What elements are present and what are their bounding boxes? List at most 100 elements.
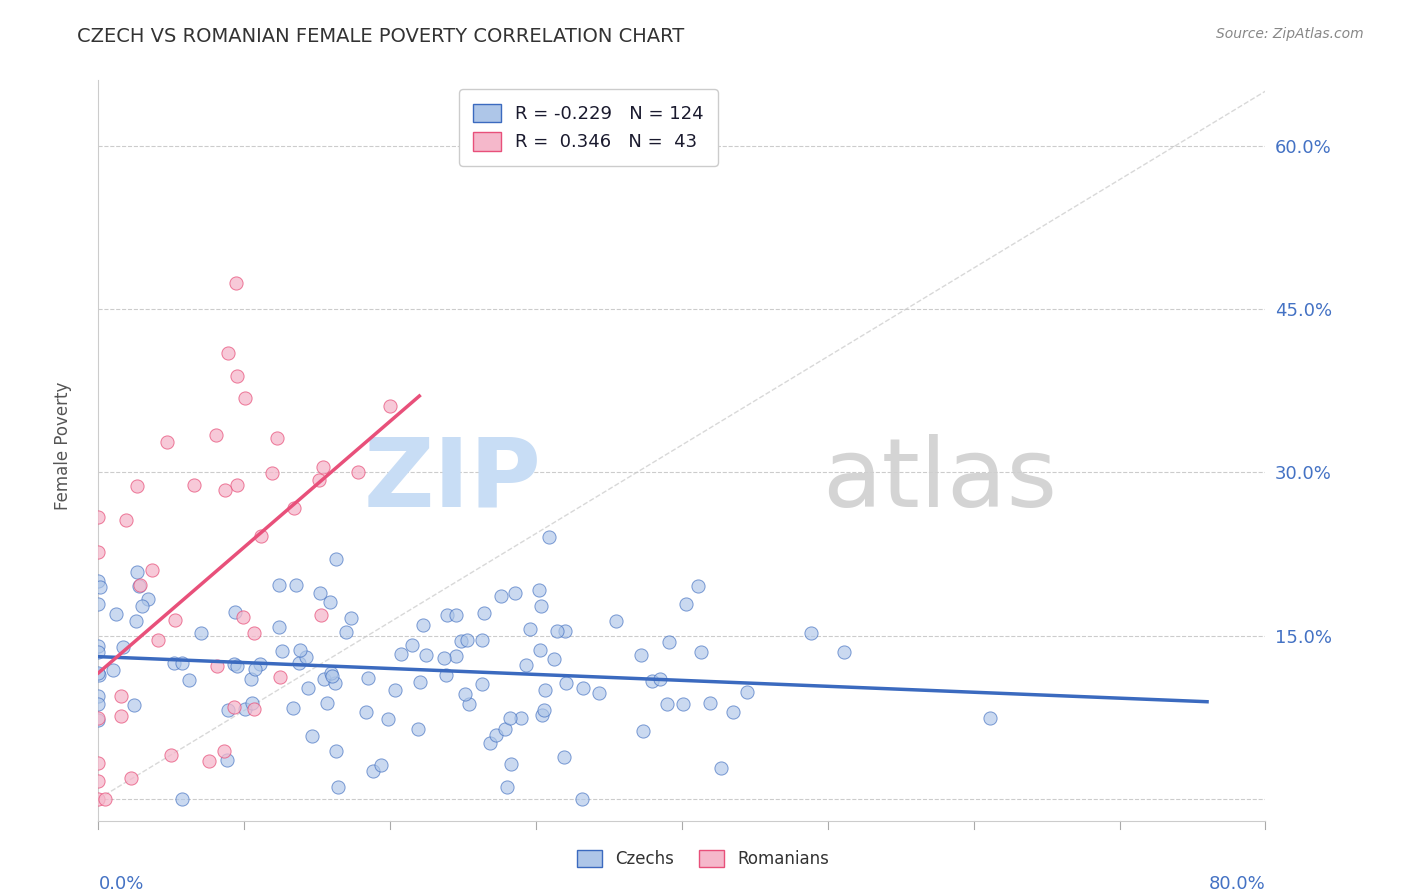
Point bbox=[588, 685, 610, 699]
Point bbox=[319, 595, 342, 609]
Point bbox=[94, 792, 117, 806]
Point bbox=[87, 756, 110, 771]
Point bbox=[240, 673, 263, 687]
Point bbox=[269, 578, 291, 592]
Point bbox=[177, 673, 200, 687]
Point bbox=[710, 761, 733, 775]
Point bbox=[456, 633, 478, 648]
Point bbox=[262, 467, 284, 481]
Point bbox=[496, 780, 519, 795]
Point bbox=[321, 669, 343, 683]
Point bbox=[312, 459, 335, 474]
Point bbox=[205, 427, 228, 442]
Text: Source: ZipAtlas.com: Source: ZipAtlas.com bbox=[1216, 27, 1364, 41]
Point bbox=[308, 473, 330, 487]
Point bbox=[641, 673, 664, 688]
Point bbox=[384, 682, 406, 697]
Point bbox=[631, 723, 654, 738]
Point bbox=[283, 501, 305, 516]
Point bbox=[409, 674, 432, 689]
Point bbox=[233, 702, 256, 716]
Point bbox=[444, 607, 467, 622]
Point bbox=[250, 529, 273, 543]
Point bbox=[325, 675, 347, 690]
Point bbox=[240, 696, 263, 710]
Point bbox=[125, 479, 148, 493]
Text: Female Poverty: Female Poverty bbox=[55, 382, 72, 510]
Point bbox=[377, 712, 399, 726]
Point bbox=[450, 633, 472, 648]
Point bbox=[87, 639, 110, 653]
Point bbox=[129, 578, 152, 592]
Point bbox=[347, 465, 370, 479]
Point bbox=[519, 622, 541, 636]
Point bbox=[224, 605, 246, 619]
Point bbox=[800, 625, 823, 640]
Point bbox=[87, 667, 110, 681]
Point bbox=[689, 644, 711, 658]
Point bbox=[489, 589, 512, 603]
Point bbox=[543, 652, 565, 666]
Point bbox=[163, 613, 186, 627]
Point bbox=[572, 681, 595, 695]
Point bbox=[658, 635, 681, 649]
Point bbox=[89, 580, 111, 594]
Point bbox=[226, 369, 249, 384]
Point bbox=[527, 582, 550, 597]
Point bbox=[406, 722, 429, 736]
Point bbox=[266, 431, 288, 445]
Point bbox=[156, 435, 179, 450]
Point bbox=[283, 701, 305, 715]
Point bbox=[87, 645, 110, 659]
Point bbox=[87, 574, 110, 589]
Point bbox=[605, 615, 627, 629]
Point bbox=[131, 599, 153, 613]
Point bbox=[301, 729, 323, 743]
Point bbox=[217, 346, 239, 360]
Point bbox=[267, 620, 290, 634]
Point bbox=[454, 687, 477, 701]
Point bbox=[554, 624, 576, 638]
Point bbox=[314, 672, 336, 686]
Point bbox=[128, 579, 150, 593]
Point bbox=[412, 618, 434, 632]
Point bbox=[148, 633, 170, 648]
Text: ZIP: ZIP bbox=[364, 434, 541, 526]
Point bbox=[249, 657, 271, 671]
Point bbox=[444, 649, 467, 664]
Point bbox=[389, 648, 412, 662]
Point bbox=[515, 658, 537, 673]
Point bbox=[160, 747, 183, 762]
Point bbox=[688, 579, 710, 593]
Point bbox=[198, 754, 221, 768]
Point bbox=[163, 657, 186, 671]
Point bbox=[630, 648, 652, 662]
Point bbox=[225, 658, 247, 673]
Point bbox=[979, 710, 1001, 724]
Point bbox=[232, 609, 254, 624]
Point bbox=[361, 764, 384, 779]
Point bbox=[114, 513, 136, 527]
Point bbox=[122, 698, 145, 712]
Point bbox=[87, 510, 110, 524]
Point bbox=[183, 477, 205, 491]
Text: CZECH VS ROMANIAN FEMALE POVERTY CORRELATION CHART: CZECH VS ROMANIAN FEMALE POVERTY CORRELA… bbox=[77, 27, 685, 45]
Point bbox=[87, 690, 110, 704]
Point bbox=[87, 792, 110, 806]
Point bbox=[530, 599, 553, 613]
Point bbox=[498, 711, 520, 725]
Point bbox=[434, 667, 457, 681]
Point bbox=[433, 651, 456, 665]
Point bbox=[316, 697, 339, 711]
Point bbox=[458, 698, 481, 712]
Point bbox=[217, 703, 239, 717]
Point bbox=[217, 753, 239, 767]
Point bbox=[245, 662, 267, 676]
Point bbox=[243, 626, 266, 640]
Point bbox=[378, 399, 401, 413]
Point bbox=[112, 640, 135, 654]
Point bbox=[485, 728, 508, 742]
Point bbox=[354, 705, 377, 719]
Point bbox=[172, 792, 194, 806]
Point bbox=[120, 771, 142, 785]
